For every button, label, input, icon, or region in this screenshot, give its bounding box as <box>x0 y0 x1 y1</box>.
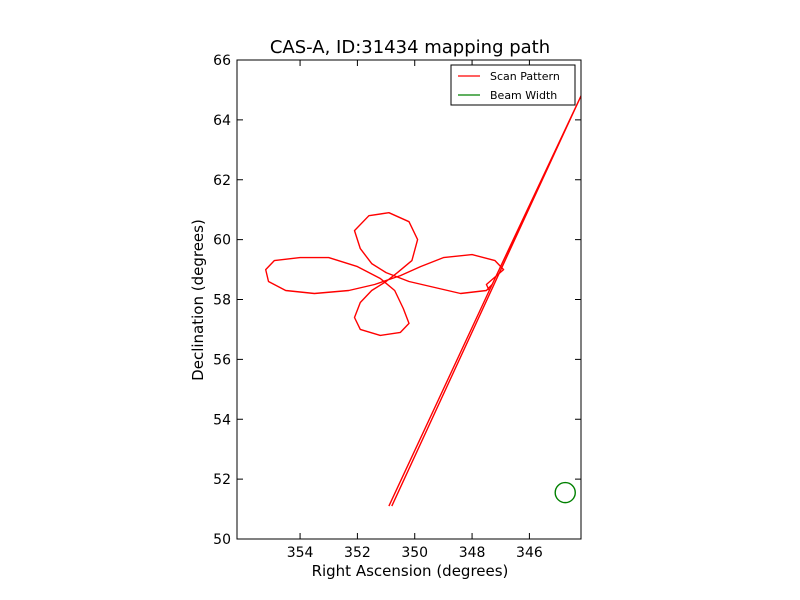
y-tick-label: 50 <box>213 532 231 548</box>
legend-box <box>450 64 576 106</box>
x-tick-label: 354 <box>287 545 314 561</box>
y-tick-label: 58 <box>213 293 231 309</box>
y-axis-label: Declination (degrees) <box>189 219 207 381</box>
x-axis: 354 352 350 348 346 <box>287 60 543 561</box>
beam-width-circle <box>554 481 576 504</box>
y-tick-label: 62 <box>213 173 231 189</box>
legend: Scan Pattern Beam Width <box>450 64 576 106</box>
y-tick-label: 52 <box>213 472 231 488</box>
plot-data-layer <box>265 95 581 507</box>
legend-scan-pattern-label: Scan Pattern <box>490 70 560 83</box>
chart-title: CAS-A, ID:31434 mapping path <box>270 37 550 58</box>
y-tick-label: 56 <box>213 352 231 368</box>
x-tick-label: 350 <box>401 545 428 561</box>
x-tick-label: 346 <box>516 545 543 561</box>
x-axis-label: Right Ascension (degrees) <box>312 562 509 580</box>
y-tick-label: 60 <box>213 233 231 249</box>
legend-beam-width-label: Beam Width <box>490 89 557 102</box>
scan-pattern-path <box>265 95 581 507</box>
y-tick-label: 54 <box>213 412 231 428</box>
y-tick-label: 66 <box>213 53 231 69</box>
x-tick-label: 348 <box>459 545 486 561</box>
x-tick-label: 352 <box>344 545 371 561</box>
y-axis: 50 52 54 56 58 60 62 64 66 <box>213 53 581 548</box>
y-tick-label: 64 <box>213 113 231 129</box>
